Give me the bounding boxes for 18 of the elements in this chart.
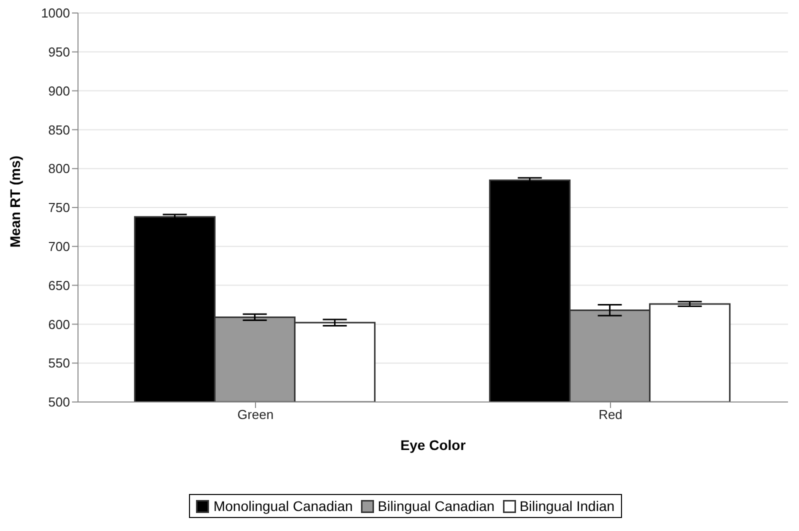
y-tick-label: 900	[48, 83, 70, 98]
legend-label: Bilingual Canadian	[378, 498, 495, 514]
x-axis-title: Eye Color	[400, 437, 466, 453]
x-tick-label: Red	[598, 407, 622, 422]
y-tick-label: 850	[48, 122, 70, 138]
y-tick-label: 550	[48, 356, 70, 371]
legend-label: Bilingual Indian	[520, 498, 615, 514]
y-tick-label: 1000	[41, 6, 70, 21]
y-tick-label: 950	[48, 44, 70, 60]
x-tick-label: Green	[237, 407, 274, 422]
y-tick-label: 700	[48, 239, 70, 254]
y-tick-label: 500	[48, 394, 70, 410]
y-tick-label: 750	[48, 200, 70, 216]
y-tick-label: 800	[48, 161, 70, 176]
legend-label: Monolingual Canadian	[213, 498, 353, 514]
y-tick-label: 600	[48, 316, 70, 332]
y-tick-label: 650	[48, 278, 70, 293]
y-axis-title: Mean RT (ms)	[6, 156, 23, 248]
